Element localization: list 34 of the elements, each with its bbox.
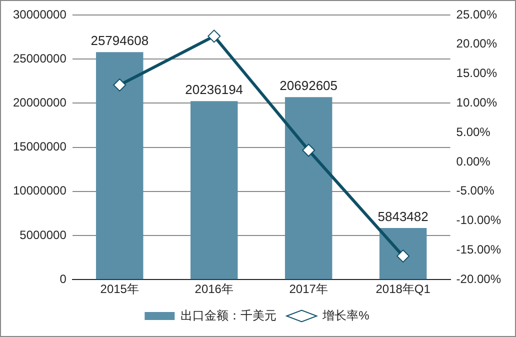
bar (190, 101, 238, 280)
bar (96, 52, 144, 280)
x-tick-label: 2016年 (194, 282, 234, 296)
point (113, 78, 126, 92)
bar (284, 97, 332, 280)
y2-tick-label: -5.00% (456, 184, 495, 198)
y2-tick-label: 5.00% (456, 124, 491, 139)
point (302, 144, 316, 157)
y2-tick-label: 0.00% (456, 154, 491, 168)
y2-tick-label: -10.00% (456, 213, 502, 228)
y-tick-label: 5000000 (20, 228, 67, 242)
y2-tick-label: 25.00% (456, 7, 498, 22)
y2-tick-label: 20.00% (456, 36, 498, 51)
legend-label: 出口金额：千美元 (180, 308, 277, 322)
data-label: 20236194 (185, 82, 244, 98)
y-tick-label: 10000000 (13, 184, 67, 198)
y-tick-label: 0 (60, 272, 67, 286)
y-tick-label: 25000000 (13, 51, 67, 66)
y-tick-label: 20000000 (13, 96, 67, 110)
x-tick-label: 2017年 (289, 282, 328, 296)
data-label: 25794608 (90, 33, 149, 48)
y-tick-label: 30000000 (13, 7, 67, 22)
y2-tick-label: -20.00% (456, 272, 502, 286)
data-label: 20692605 (280, 78, 338, 94)
y2-tick-label: 10.00% (456, 96, 498, 110)
legend-label: 增长率% (322, 308, 370, 322)
x-tick-label: 2018年Q1 (376, 282, 431, 296)
y-tick-label: 15000000 (13, 140, 67, 154)
y2-tick-label: 15.00% (456, 66, 498, 80)
x-tick-label: 2015年 (100, 282, 139, 296)
data-label: 5843482 (378, 209, 428, 224)
y2-tick-label: -15.00% (456, 242, 502, 257)
point (208, 30, 221, 43)
bar (379, 228, 427, 280)
